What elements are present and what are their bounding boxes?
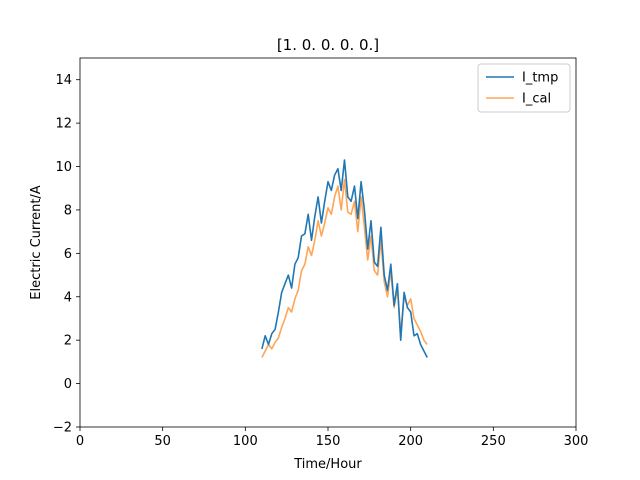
series-line-i-cal	[261, 178, 428, 358]
y-tick-label: 12	[55, 117, 72, 132]
y-tick-label: 8	[64, 203, 72, 218]
y-axis-label: Electric Current/A	[29, 185, 44, 300]
y-tick-label: −2	[53, 421, 72, 436]
y-tick-label: 10	[55, 160, 72, 175]
x-tick-label: 200	[398, 434, 423, 449]
y-tick-label: 14	[55, 73, 72, 88]
x-tick-label: 100	[233, 434, 258, 449]
x-axis-label: Time/Hour	[293, 457, 362, 472]
legend-entry: I_tmp	[522, 71, 558, 86]
plot-area	[261, 159, 428, 358]
x-tick-label: 50	[154, 434, 171, 449]
legend-entry: I_cal	[522, 92, 551, 107]
legend: I_tmp I_cal	[477, 63, 571, 113]
y-tick-label: 2	[64, 334, 72, 349]
x-tick-label: 150	[316, 434, 341, 449]
y-axis: −2 0 2 4 6 8 10 12 14	[53, 73, 80, 436]
x-tick-label: 0	[76, 434, 84, 449]
x-tick-label: 250	[481, 434, 506, 449]
series-line-i-tmp	[261, 159, 428, 358]
y-tick-label: 4	[64, 290, 72, 305]
x-tick-label: 300	[564, 434, 589, 449]
y-tick-label: 6	[64, 247, 72, 262]
legend-box	[477, 63, 571, 113]
chart-title: [1. 0. 0. 0. 0.]	[277, 36, 379, 54]
y-tick-label: 0	[64, 377, 72, 392]
plot-frame	[79, 57, 577, 428]
x-axis: 0 50 100 150 200 250 300	[76, 427, 589, 449]
